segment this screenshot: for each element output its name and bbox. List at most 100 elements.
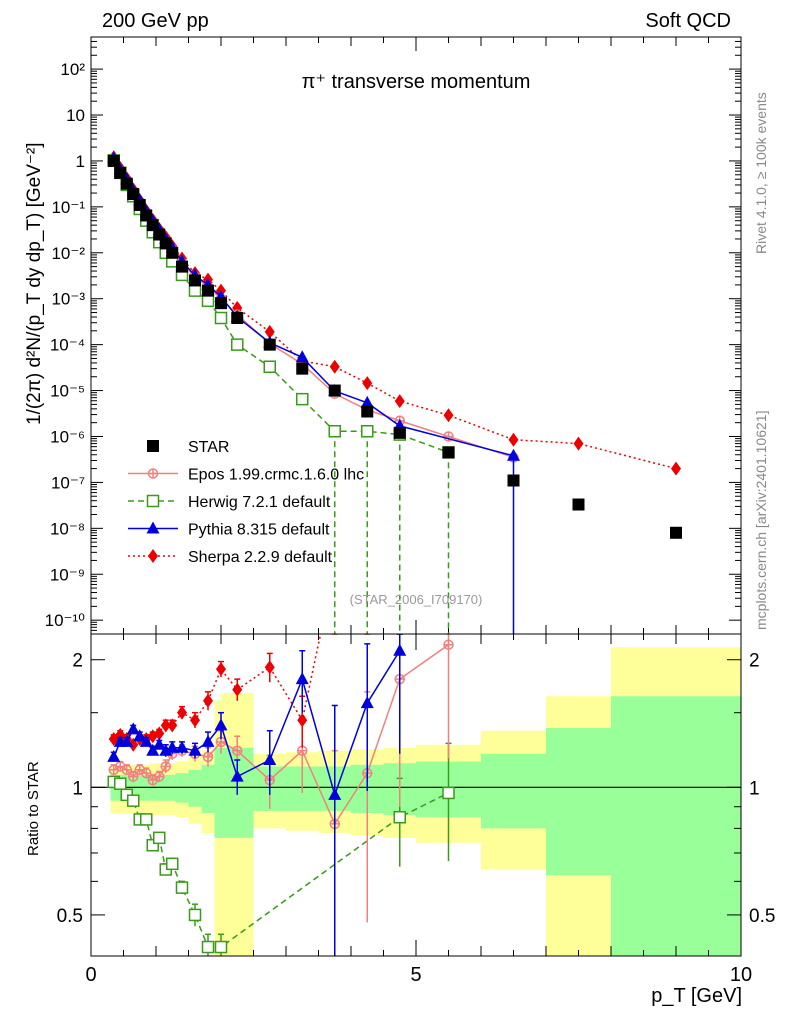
data-point bbox=[201, 294, 215, 308]
data-point bbox=[442, 446, 455, 459]
legend-marker bbox=[146, 521, 160, 534]
y-tick-label: 10⁻² bbox=[51, 244, 85, 263]
ratio-ylabel: Ratio to STAR bbox=[25, 761, 42, 856]
x-tick-label: 0 bbox=[85, 964, 96, 986]
data-point bbox=[231, 312, 244, 325]
ratio-point bbox=[188, 908, 202, 922]
data-point bbox=[146, 219, 159, 232]
y-tick-label: 10 bbox=[66, 106, 85, 125]
y-tick-label: 10⁻¹ bbox=[51, 198, 85, 217]
header-right: Soft QCD bbox=[645, 10, 731, 32]
ratio-point bbox=[297, 713, 308, 728]
series-sherpa bbox=[108, 150, 681, 476]
ratio-point bbox=[154, 771, 165, 782]
legend-entry: Epos 1.99.crmc.1.6.0 lhc bbox=[128, 467, 364, 484]
ratio-point bbox=[230, 769, 244, 782]
ratio-point bbox=[152, 737, 166, 750]
legend-label: STAR bbox=[188, 439, 229, 456]
legend-marker bbox=[148, 549, 158, 563]
data-point bbox=[140, 209, 153, 222]
series-line bbox=[113, 160, 449, 454]
y-tick-label: 1 bbox=[76, 152, 85, 171]
data-point bbox=[394, 394, 405, 409]
ratio-point bbox=[188, 743, 202, 756]
y-tick-label: 10⁻⁴ bbox=[50, 336, 85, 355]
data-point bbox=[295, 350, 309, 363]
ratio-point bbox=[167, 718, 178, 733]
ratio-point bbox=[201, 734, 215, 747]
ratio-point bbox=[214, 940, 228, 954]
legend-marker bbox=[147, 440, 159, 452]
ratio-point bbox=[202, 751, 214, 763]
ratio-point bbox=[146, 743, 160, 756]
data-point bbox=[393, 426, 406, 439]
y-tick-label: 10⁻⁸ bbox=[50, 519, 85, 538]
data-point bbox=[166, 246, 179, 259]
main-title: π⁺ transverse momentum bbox=[302, 71, 531, 93]
data-point bbox=[188, 284, 202, 297]
data-point bbox=[296, 362, 309, 375]
data-point bbox=[296, 392, 309, 406]
y-tick-label: 10⁻⁶ bbox=[50, 427, 85, 446]
data-point bbox=[231, 338, 244, 351]
ratio-point bbox=[190, 713, 200, 728]
data-point bbox=[573, 436, 584, 451]
data-point bbox=[328, 384, 341, 397]
ratio-point bbox=[139, 734, 153, 747]
ratio-point bbox=[175, 740, 189, 753]
data-point bbox=[328, 425, 341, 438]
ratio-point bbox=[232, 682, 243, 697]
ratio-point bbox=[328, 787, 342, 800]
uncertainty-band-inner bbox=[214, 747, 221, 838]
ratio-series-herwig bbox=[107, 742, 455, 956]
y-tick-label: 10⁻¹⁰ bbox=[45, 611, 86, 630]
ratio-point bbox=[216, 662, 226, 677]
ratio-point bbox=[203, 693, 213, 708]
ratio-point bbox=[201, 940, 215, 954]
data-point bbox=[443, 431, 454, 442]
ratio-point bbox=[127, 794, 140, 807]
uncertainty-band-inner bbox=[546, 728, 611, 876]
legend-entry: Pythia 8.315 default bbox=[128, 521, 330, 539]
legend-entry: STAR bbox=[147, 439, 229, 456]
analysis-label: (STAR_2006_I709170) bbox=[350, 592, 483, 607]
data-point bbox=[127, 188, 140, 201]
data-point bbox=[176, 260, 188, 273]
ratio-point bbox=[264, 660, 275, 675]
ratio-point bbox=[295, 672, 309, 685]
x-axis-label: p_T [GeV] bbox=[651, 985, 742, 1007]
ratio-point bbox=[263, 753, 277, 766]
y-tick-label: 10² bbox=[60, 60, 85, 79]
ratio-point bbox=[154, 726, 165, 741]
main-frame bbox=[90, 36, 742, 635]
ratio-y-tick-label: 1 bbox=[749, 778, 760, 799]
ratio-point bbox=[443, 639, 454, 650]
data-point bbox=[362, 376, 373, 391]
data-point bbox=[572, 498, 585, 511]
legend-entry: Sherpa 2.2.9 default bbox=[128, 549, 333, 566]
ratio-point bbox=[133, 729, 147, 742]
ratio-axes: 0.5 0.5 1 1 2 2 0 5 10 bbox=[57, 634, 775, 986]
data-point bbox=[360, 395, 374, 408]
y-tick-label: 10⁻⁷ bbox=[51, 473, 85, 492]
ratio-point bbox=[114, 777, 127, 790]
legend-label: Epos 1.99.crmc.1.6.0 lhc bbox=[188, 467, 364, 484]
data-point bbox=[361, 425, 374, 438]
data-point bbox=[120, 177, 133, 190]
header-left: 200 GeV pp bbox=[102, 10, 209, 32]
data-point bbox=[107, 154, 120, 167]
ratio-y-tick-label: 1 bbox=[72, 778, 83, 799]
legend-label: Herwig 7.2.1 default bbox=[188, 494, 331, 511]
ratio-point bbox=[166, 857, 179, 871]
ratio-point bbox=[442, 786, 455, 800]
data-point bbox=[507, 474, 520, 487]
ratio-point bbox=[121, 764, 132, 776]
ratio-point bbox=[214, 718, 228, 731]
ratio-bands bbox=[91, 647, 741, 956]
ratio-point bbox=[140, 813, 153, 826]
series-star bbox=[107, 154, 682, 539]
ratio-point bbox=[393, 810, 406, 824]
ratio-point bbox=[177, 705, 187, 720]
ratio-point bbox=[141, 767, 152, 779]
